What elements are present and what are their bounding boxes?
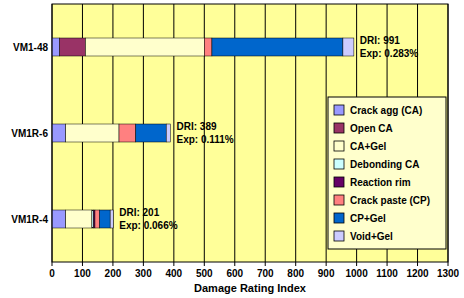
tick-label: 500 — [196, 268, 213, 279]
category-label: VM1R-6 — [11, 128, 48, 139]
annotation: DRI: 201 — [119, 207, 159, 218]
chart: 0 100 200 300 400 500 600 700 800 900 1000 1100 1200… — [0, 0, 464, 298]
legend-swatch — [334, 177, 344, 187]
bar-segment — [100, 210, 111, 228]
legend-swatch — [334, 123, 344, 133]
axis-title: Damage Rating Index — [194, 282, 307, 294]
plot-background — [52, 4, 448, 262]
legend-label: CA+Gel — [350, 141, 387, 152]
annotation: DRI: 389 — [176, 121, 216, 132]
tick-label: 100 — [74, 268, 91, 279]
legend-label: Crack paste (CP) — [350, 195, 430, 206]
bar-segment — [60, 38, 86, 56]
bar-segment — [204, 38, 212, 56]
tick-label: 0 — [49, 268, 55, 279]
bar-segment — [212, 38, 343, 56]
bar-segment — [166, 124, 170, 142]
tick-label: 800 — [287, 268, 304, 279]
tick-mark — [265, 262, 266, 266]
bar-segment — [110, 210, 113, 228]
tick-label: 1300 — [437, 268, 460, 279]
plot-frame — [52, 4, 448, 262]
legend-box — [328, 97, 446, 249]
tick-label: 700 — [257, 268, 274, 279]
tick-label: 900 — [318, 268, 335, 279]
legend-swatch — [334, 141, 344, 151]
bar-segment — [343, 38, 354, 56]
legend-swatch — [334, 159, 344, 169]
tick-label: 1000 — [345, 268, 368, 279]
bar-segment — [119, 124, 136, 142]
legend-swatch — [334, 195, 344, 205]
legend-label: Crack agg (CA) — [350, 105, 422, 116]
tick-label: 400 — [166, 268, 183, 279]
annotation: DRI: 991 — [360, 35, 400, 46]
legend-swatch — [334, 231, 344, 241]
bar-segment — [66, 124, 119, 142]
annotation: Exp: 0.066% — [119, 220, 177, 231]
tick-mark — [82, 262, 83, 266]
bar-segment — [52, 124, 66, 142]
tick-mark — [326, 262, 327, 266]
legend-label: CP+Gel — [350, 213, 386, 224]
legend-label: Open CA — [350, 123, 393, 134]
tick-label: 300 — [135, 268, 152, 279]
bar-segment — [66, 210, 92, 228]
tick-mark — [417, 262, 418, 266]
bars — [52, 38, 354, 228]
tick-mark — [52, 262, 53, 266]
tick-label: 600 — [226, 268, 243, 279]
category-label: VM1R-4 — [11, 214, 48, 225]
legend-label: Void+Gel — [350, 231, 393, 242]
tick-label: 200 — [105, 268, 122, 279]
tick-mark — [234, 262, 235, 266]
annotation: Exp: 0.283% — [360, 48, 418, 59]
bar-segment — [86, 38, 205, 56]
tick-mark — [448, 262, 449, 266]
tick-label: 1200 — [406, 268, 429, 279]
bar-segment — [52, 210, 66, 228]
tick-mark — [295, 262, 296, 266]
bar-segment — [95, 210, 100, 228]
legend-swatch — [334, 213, 344, 223]
legend-swatch — [334, 105, 344, 115]
tick-mark — [387, 262, 388, 266]
tick-mark — [173, 262, 174, 266]
legend-label: Reaction rim — [350, 177, 411, 188]
category-label: VM1-48 — [13, 42, 48, 53]
tick-mark — [356, 262, 357, 266]
legend-label: Debonding CA — [350, 159, 419, 170]
tick-mark — [143, 262, 144, 266]
tick-mark — [112, 262, 113, 266]
tick-mark — [204, 262, 205, 266]
annotation: Exp: 0.111% — [176, 134, 233, 145]
bar-segment — [136, 124, 166, 142]
bar-segment — [52, 38, 60, 56]
tick-label: 1100 — [376, 268, 398, 279]
